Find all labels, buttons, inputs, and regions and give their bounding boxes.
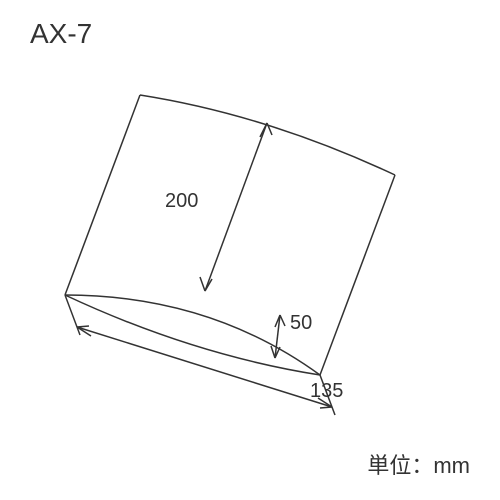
- unit-label: 単位：mm: [367, 448, 470, 480]
- pillow-box-diagram: [0, 0, 500, 500]
- dim-width-label: 135: [310, 380, 343, 403]
- dim-length-label: 200: [165, 190, 198, 213]
- dim-height-label: 50: [290, 312, 312, 335]
